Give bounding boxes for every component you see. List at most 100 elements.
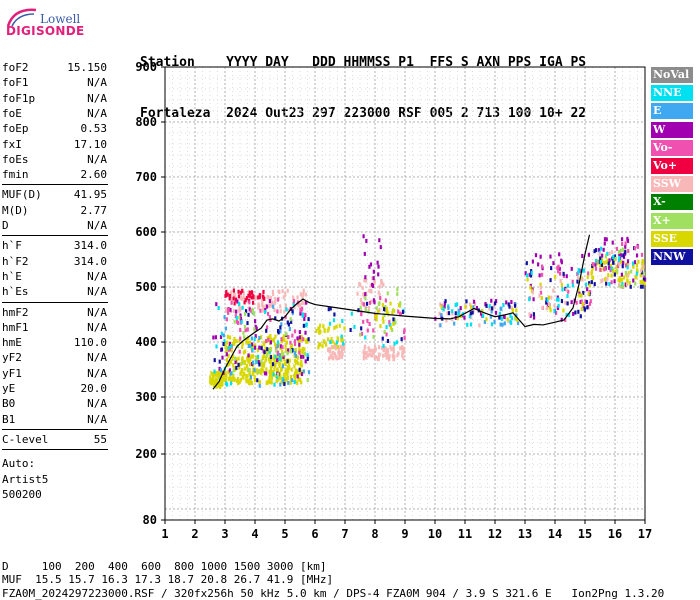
echo-point <box>228 361 231 366</box>
echo-point <box>545 306 549 311</box>
echo-point <box>590 280 593 285</box>
echo-point <box>623 275 626 280</box>
echo-point <box>276 372 280 377</box>
legend-item-vo: Vo- <box>651 139 693 156</box>
echo-point <box>254 343 257 348</box>
param-row: fmin 2.60 <box>2 167 107 182</box>
echo-point <box>243 312 247 317</box>
echo-point <box>458 308 462 313</box>
echo-point <box>250 336 253 341</box>
echo-point <box>306 354 310 359</box>
echo-point <box>301 295 304 300</box>
echo-point <box>388 354 391 359</box>
echo-point <box>219 372 222 377</box>
echo-point <box>247 336 250 341</box>
echo-point <box>396 292 399 297</box>
echo-point <box>362 319 365 324</box>
echo-point <box>454 302 457 307</box>
y-tick-label: 900 <box>135 60 157 74</box>
echo-point <box>635 275 638 280</box>
echo-point <box>334 346 337 351</box>
echo-point <box>463 315 466 320</box>
echo-point <box>491 306 494 311</box>
echo-point <box>239 295 242 300</box>
echo-point <box>294 368 297 373</box>
echo-point <box>362 302 365 307</box>
echo-point <box>442 307 445 312</box>
echo-point <box>509 313 512 318</box>
echo-point <box>299 311 302 316</box>
param-value: 110.0 <box>73 336 107 350</box>
echo-point <box>339 352 342 357</box>
echo-point <box>385 325 388 330</box>
param-value: 314.0 <box>73 254 107 268</box>
echo-point <box>230 297 234 302</box>
echo-point <box>386 351 389 356</box>
echo-point <box>581 253 584 258</box>
echo-point <box>622 247 625 252</box>
echo-point <box>262 361 266 366</box>
echo-point <box>225 317 228 322</box>
echo-point <box>272 304 275 309</box>
param-label: yE <box>2 382 16 395</box>
echo-point <box>270 374 273 379</box>
echo-point <box>632 263 635 268</box>
echo-point <box>485 303 488 308</box>
echo-point <box>597 259 600 264</box>
echo-point <box>242 350 246 355</box>
echo-point <box>621 264 624 269</box>
echo-point <box>608 258 611 263</box>
echo-point <box>500 306 503 311</box>
echo-point <box>256 357 259 362</box>
echo-point <box>586 275 589 280</box>
echo-point <box>391 308 395 313</box>
echo-point <box>262 305 265 310</box>
echo-point <box>256 378 259 383</box>
echo-point <box>238 380 241 385</box>
echo-point <box>245 340 248 345</box>
echo-point <box>299 354 303 359</box>
echo-point <box>269 340 272 345</box>
param-row: C-level 55 <box>2 432 107 447</box>
echo-point <box>274 296 277 301</box>
echo-point <box>282 295 285 300</box>
echo-point <box>258 345 261 350</box>
echo-point <box>556 295 559 300</box>
echo-point <box>243 371 246 376</box>
echo-point <box>493 320 496 325</box>
echo-point <box>615 246 619 251</box>
param-value: N/A <box>87 269 107 283</box>
echo-point <box>550 266 553 271</box>
echo-point <box>599 263 602 268</box>
echo-point <box>293 329 297 334</box>
echo-point <box>498 311 502 316</box>
echo-point <box>469 322 473 327</box>
x-tick-label: 16 <box>608 527 622 541</box>
echo-point <box>221 377 224 382</box>
echo-point <box>618 275 621 280</box>
echo-point <box>472 305 475 310</box>
echo-point <box>296 374 299 379</box>
echo-point <box>296 302 299 307</box>
echo-point <box>508 304 511 309</box>
echo-point <box>228 335 232 340</box>
echo-point <box>626 282 629 287</box>
echo-point <box>281 364 284 369</box>
echo-point <box>286 365 289 370</box>
echo-point <box>230 348 233 353</box>
echo-point <box>640 280 643 285</box>
echo-point <box>302 354 305 359</box>
echo-point <box>365 351 368 356</box>
echo-point <box>246 321 249 326</box>
echo-point <box>268 299 271 304</box>
echo-point <box>385 355 388 360</box>
echo-point <box>224 342 227 347</box>
echo-point <box>587 271 590 276</box>
echo-point <box>640 252 644 257</box>
echo-point <box>298 330 301 335</box>
echo-point <box>276 309 279 314</box>
echo-point <box>537 262 540 267</box>
echo-point <box>264 346 267 351</box>
echo-point <box>287 308 290 313</box>
echo-point <box>454 311 457 316</box>
